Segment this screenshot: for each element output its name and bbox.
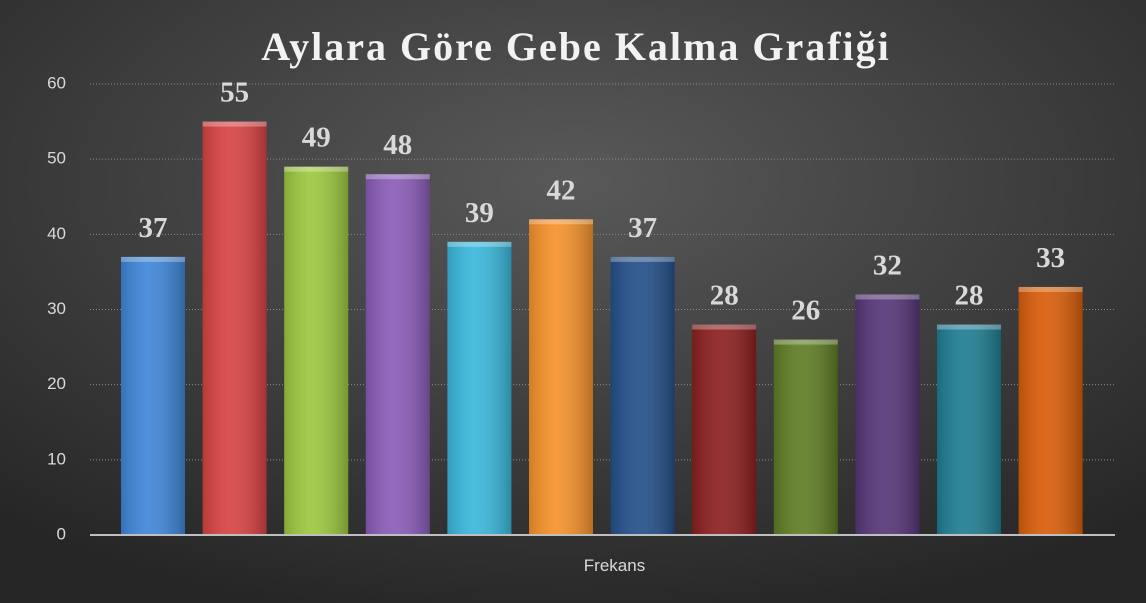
- data-label: 48: [383, 129, 412, 161]
- data-label: 39: [465, 197, 494, 229]
- data-label: 37: [628, 212, 657, 244]
- y-tick-label: 20: [47, 374, 66, 393]
- bar-shade: [692, 324, 757, 535]
- data-label: 28: [710, 280, 739, 312]
- data-label: 42: [547, 174, 576, 206]
- bar-top: [529, 219, 593, 225]
- bar-top: [855, 294, 920, 300]
- data-label: 37: [139, 212, 168, 244]
- bar-shade: [202, 121, 267, 535]
- bar-shade: [365, 174, 430, 535]
- y-tick-label: 10: [47, 449, 66, 468]
- y-tick-label: 40: [47, 224, 66, 243]
- bar-shade: [529, 219, 593, 536]
- bar-top: [284, 166, 349, 172]
- bar-top: [121, 256, 185, 262]
- data-label: 32: [873, 249, 902, 281]
- bar-shade: [121, 256, 185, 535]
- bar-shade: [855, 294, 920, 535]
- bar-shade: [773, 339, 838, 535]
- bar-shade: [610, 256, 675, 535]
- x-tick-label: Frekans: [584, 556, 645, 575]
- bar-top: [773, 339, 838, 345]
- data-label: 49: [302, 122, 331, 154]
- bar-top: [365, 174, 430, 180]
- y-tick-label: 30: [47, 299, 66, 318]
- y-tick-label: 50: [47, 149, 66, 168]
- data-label: 55: [220, 77, 249, 109]
- y-tick-label: 60: [47, 73, 66, 92]
- bar-top: [202, 121, 267, 127]
- chart-title: Aylara Göre Gebe Kalma Grafiği: [261, 24, 891, 69]
- bar-top: [1018, 286, 1083, 292]
- data-label: 33: [1036, 242, 1065, 274]
- data-label: 26: [791, 295, 820, 327]
- bar-top: [937, 324, 1001, 330]
- bar-shade: [1018, 286, 1083, 535]
- bar-shade: [284, 166, 349, 535]
- bar-top: [692, 324, 757, 330]
- bar-top: [447, 241, 512, 247]
- y-tick-label: 0: [57, 524, 66, 543]
- data-label: 28: [955, 280, 984, 312]
- bar-shade: [937, 324, 1001, 535]
- bar-top: [610, 256, 675, 262]
- bar-shade: [447, 241, 512, 535]
